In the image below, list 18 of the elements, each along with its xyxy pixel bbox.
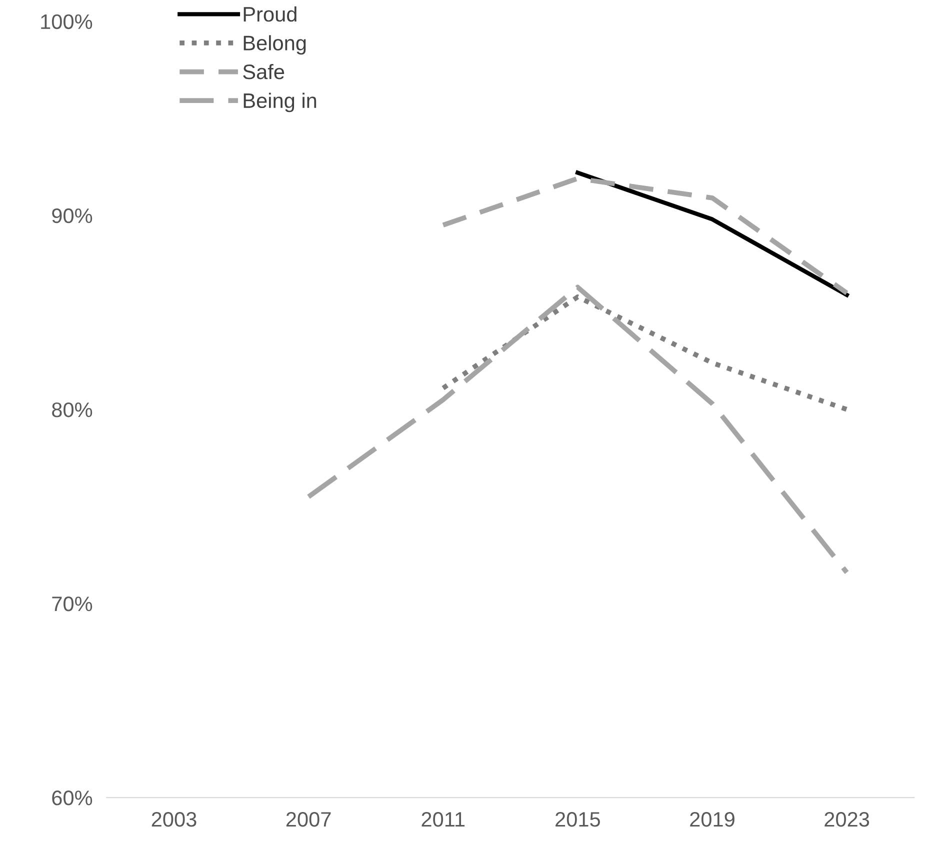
legend-label: Belong	[244, 35, 306, 55]
y-tick-label: 70%	[52, 596, 92, 612]
x-tick-label: 2023	[824, 812, 870, 827]
x-tick-label: 2015	[556, 812, 600, 827]
legend-label: Safe	[243, 64, 284, 80]
y-tick-label: 90%	[52, 208, 92, 224]
x-tick-label: 2019	[690, 812, 734, 827]
x-tick-label: 2007	[286, 812, 331, 827]
y-tick-label: 60%	[52, 790, 92, 806]
line-series	[306, 284, 850, 575]
legend-label: Being in	[244, 92, 316, 112]
line-series	[440, 176, 850, 296]
y-tick-label: 80%	[52, 402, 92, 418]
legend-label: Proud	[244, 6, 296, 22]
y-tick-label: 100%	[41, 14, 92, 30]
line-series	[440, 294, 850, 412]
x-tick-label: 2003	[152, 812, 196, 827]
x-tick-label: 2011	[422, 812, 465, 827]
